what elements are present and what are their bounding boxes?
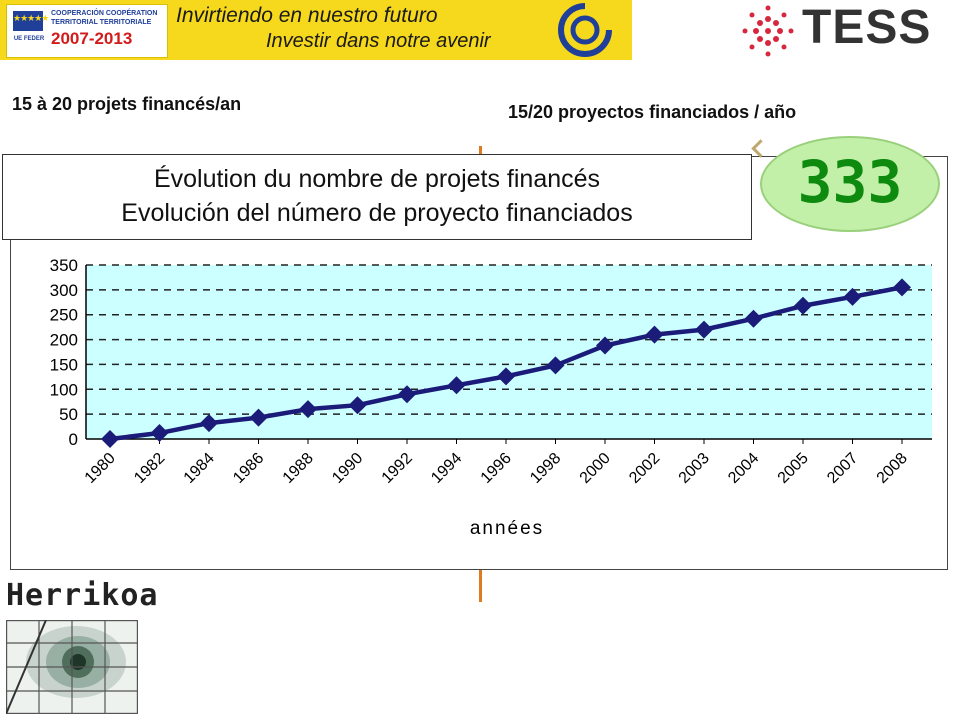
- x-tick-label: 1996: [478, 450, 515, 487]
- x-tick-label: 1994: [428, 450, 465, 487]
- y-tick-label: 300: [50, 281, 78, 300]
- x-tick-label: 2007: [824, 450, 861, 487]
- series-financed-projects: [101, 278, 911, 448]
- eu-flag-icon: ★★★★★: [13, 11, 49, 31]
- x-tick-label: 1986: [230, 450, 267, 487]
- plot-area: [86, 264, 932, 439]
- data-point: [794, 296, 812, 315]
- data-point: [249, 408, 268, 427]
- x-tick-label: 1998: [527, 450, 564, 487]
- slogan-french: Investir dans notre avenir: [266, 30, 491, 52]
- data-point: [348, 396, 367, 415]
- cooperation-banner: ★★★★★ UE FEDER COOPERACIÓN COOPÉRATION T…: [0, 0, 632, 60]
- y-tick-label: 100: [50, 380, 78, 399]
- total-projects-value: 333: [797, 148, 903, 216]
- y-tick-label: 0: [69, 430, 78, 449]
- x-tick-label: 2005: [775, 450, 812, 487]
- data-point: [398, 385, 416, 404]
- x-tick-label: 2008: [874, 450, 911, 487]
- heading-spanish: 15/20 proyectos financiados / año: [508, 102, 797, 122]
- eu-feder-label: UE FEDER: [13, 36, 45, 42]
- heading-french: 15 à 20 projets financés/an: [12, 94, 242, 114]
- chart-title-box: Évolution du nombre de projets financés …: [2, 154, 752, 240]
- x-tick-label: 1990: [329, 450, 366, 487]
- chart-title: Évolution du nombre de projets financés: [153, 165, 601, 193]
- x-tick-label: 2000: [577, 450, 614, 487]
- eu-cooperation-logo: ★★★★★ UE FEDER COOPERACIÓN COOPÉRATION T…: [6, 4, 168, 58]
- data-point: [893, 278, 911, 297]
- divider-top: [479, 146, 482, 160]
- y-tick-label: 250: [50, 306, 78, 325]
- x-tick-label: 2003: [676, 450, 713, 487]
- chart-subtitle: Evolución del número de proyecto financi…: [121, 199, 633, 227]
- x-tick-label: 1992: [379, 450, 416, 487]
- x-tick-label: 2004: [725, 450, 762, 487]
- x-tick-label: 2002: [626, 450, 663, 487]
- x-tick-label: 1982: [131, 450, 168, 487]
- eu-stars: ★★★★★: [13, 13, 49, 23]
- data-point: [744, 309, 763, 328]
- herrikoa-logo-text: Herrikoa: [6, 578, 159, 613]
- y-tick-label: 50: [59, 405, 78, 424]
- plot-background: [86, 265, 932, 439]
- data-point: [101, 430, 119, 448]
- divider-bottom: [479, 566, 482, 602]
- data-point: [447, 376, 466, 395]
- data-point: [546, 356, 565, 375]
- coop-label-2: TERRITORIAL TERRITORIALE: [51, 19, 152, 26]
- total-projects-badge: 333: [760, 136, 940, 232]
- x-axis-label: années: [470, 518, 544, 539]
- slogan-spanish: Invirtiendo en nuestro futuro: [176, 4, 438, 27]
- tess-dots-icon: [742, 5, 794, 57]
- data-point: [695, 320, 713, 339]
- data-point: [299, 400, 317, 419]
- coop-years: 2007-2013: [51, 29, 133, 48]
- tess-logo-text: TESS: [802, 1, 932, 54]
- x-tick-label: 1984: [181, 450, 218, 487]
- x-tick-label: 1988: [280, 450, 317, 487]
- data-point: [596, 336, 614, 355]
- y-tick-label: 150: [50, 355, 78, 374]
- y-tick-label: 350: [50, 256, 78, 275]
- data-point: [150, 424, 169, 443]
- data-point: [200, 414, 218, 433]
- projects-line-chart: 0 50 100 150 200 250 300 350 1980 1982 1984 1986 198…: [50, 256, 932, 539]
- coop-label-1: COOPERACIÓN COOPÉRATION: [51, 10, 158, 17]
- swirl-logo-icon: [558, 2, 613, 57]
- x-tick-label: 1980: [82, 450, 119, 487]
- data-point: [843, 287, 862, 306]
- herrikoa-logo-icon: [6, 620, 138, 714]
- y-tick-label: 200: [50, 331, 78, 350]
- data-point: [497, 367, 515, 386]
- data-point: [645, 325, 664, 344]
